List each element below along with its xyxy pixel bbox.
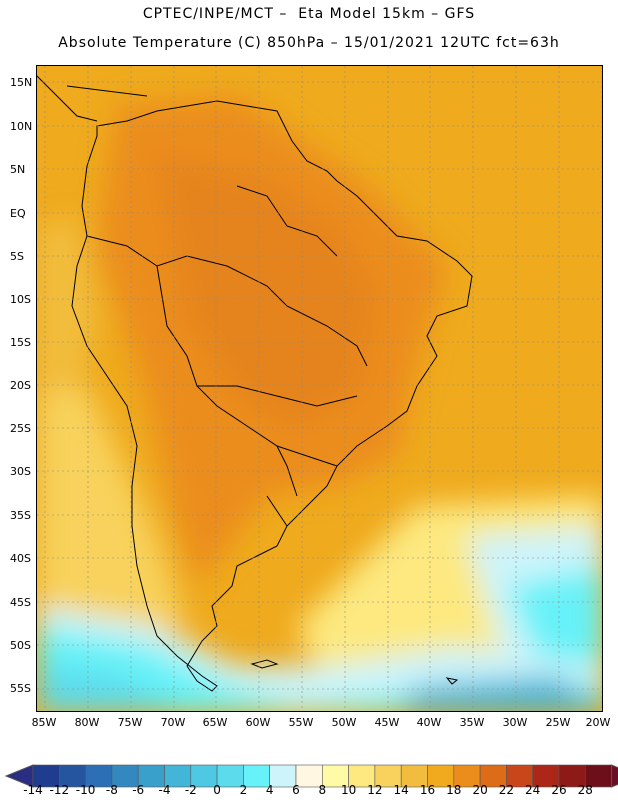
colorbar-tick-label: 8 [318,783,327,797]
lon-label-25w: 25W [545,716,571,729]
lon-label-80w: 80W [74,716,100,729]
colorbar-tick-label: -14 [23,783,43,797]
lon-label-55w: 55W [288,716,314,729]
lon-label-50w: 50W [331,716,357,729]
lat-label-eq: EQ [10,207,26,220]
lat-label-5s: 5S [10,250,24,263]
colorbar-tick-label: -2 [184,783,197,797]
lat-label-30s: 30S [10,465,31,478]
lat-label-15n: 15N [10,76,33,89]
lat-label-35s: 35S [10,509,31,522]
colorbar-tick-label: -8 [105,783,118,797]
map-canvas [37,66,602,711]
temperature-map [36,65,603,712]
lat-label-20s: 20S [10,379,31,392]
lon-label-35w: 35W [459,716,485,729]
map-title-line-2: Absolute Temperature (C) 850hPa – 15/01/… [58,35,560,51]
colorbar-tick-label: 6 [292,783,300,797]
colorbar-tick-label: 28 [577,783,593,797]
colorbar-tick-label: 4 [265,783,274,797]
lon-label-60w: 60W [245,716,271,729]
colorbar-tick-label: 12 [367,783,383,797]
colorbar-tick-label: -10 [75,783,96,797]
colorbar-tick-label: -4 [158,783,171,797]
lat-label-25s: 25S [10,422,31,435]
lon-label-85w: 85W [31,716,57,729]
colorbar-tick-label: 2 [239,783,248,797]
colorbar-tick-label: 10 [340,783,357,797]
lon-label-30w: 30W [502,716,528,729]
map-title-line-1: CPTEC/INPE/MCT – Eta Model 15km – GFS [142,6,476,22]
temperature-shading [37,96,602,711]
lon-label-70w: 70W [160,716,186,729]
colorbar-tick-label: 16 [419,783,436,797]
colorbar-tick-label: 26 [551,783,567,797]
lat-label-10n: 10N [10,120,33,133]
colorbar-tick-label: 24 [525,783,541,797]
lat-label-50s: 50S [10,639,31,652]
coastline [37,75,473,692]
lat-label-5n: 5N [10,163,26,176]
colorbar-arrow-high [611,764,618,788]
lat-label-55s: 55S [10,682,31,695]
colorbar-tick-label: -12 [49,783,70,797]
lat-label-15s: 15S [10,336,31,349]
lon-label-20w: 20W [585,716,611,729]
lon-label-75w: 75W [117,716,143,729]
colorbar-tick-label: 14 [393,783,409,797]
lat-label-45s: 45S [10,596,31,609]
colorbar-tick-label: 18 [446,783,462,797]
lon-label-40w: 40W [416,716,442,729]
colorbar-tick-label: 20 [472,783,488,797]
lon-label-45w: 45W [374,716,400,729]
colorbar-tick-label: 0 [213,783,221,797]
colorbar-tick-label: -6 [132,783,145,797]
lat-label-10s: 10S [10,293,31,306]
temperature-colorbar [4,764,618,788]
lat-label-40s: 40S [10,552,31,565]
lon-label-65w: 65W [202,716,228,729]
colorbar-tick-label: 22 [498,783,515,797]
